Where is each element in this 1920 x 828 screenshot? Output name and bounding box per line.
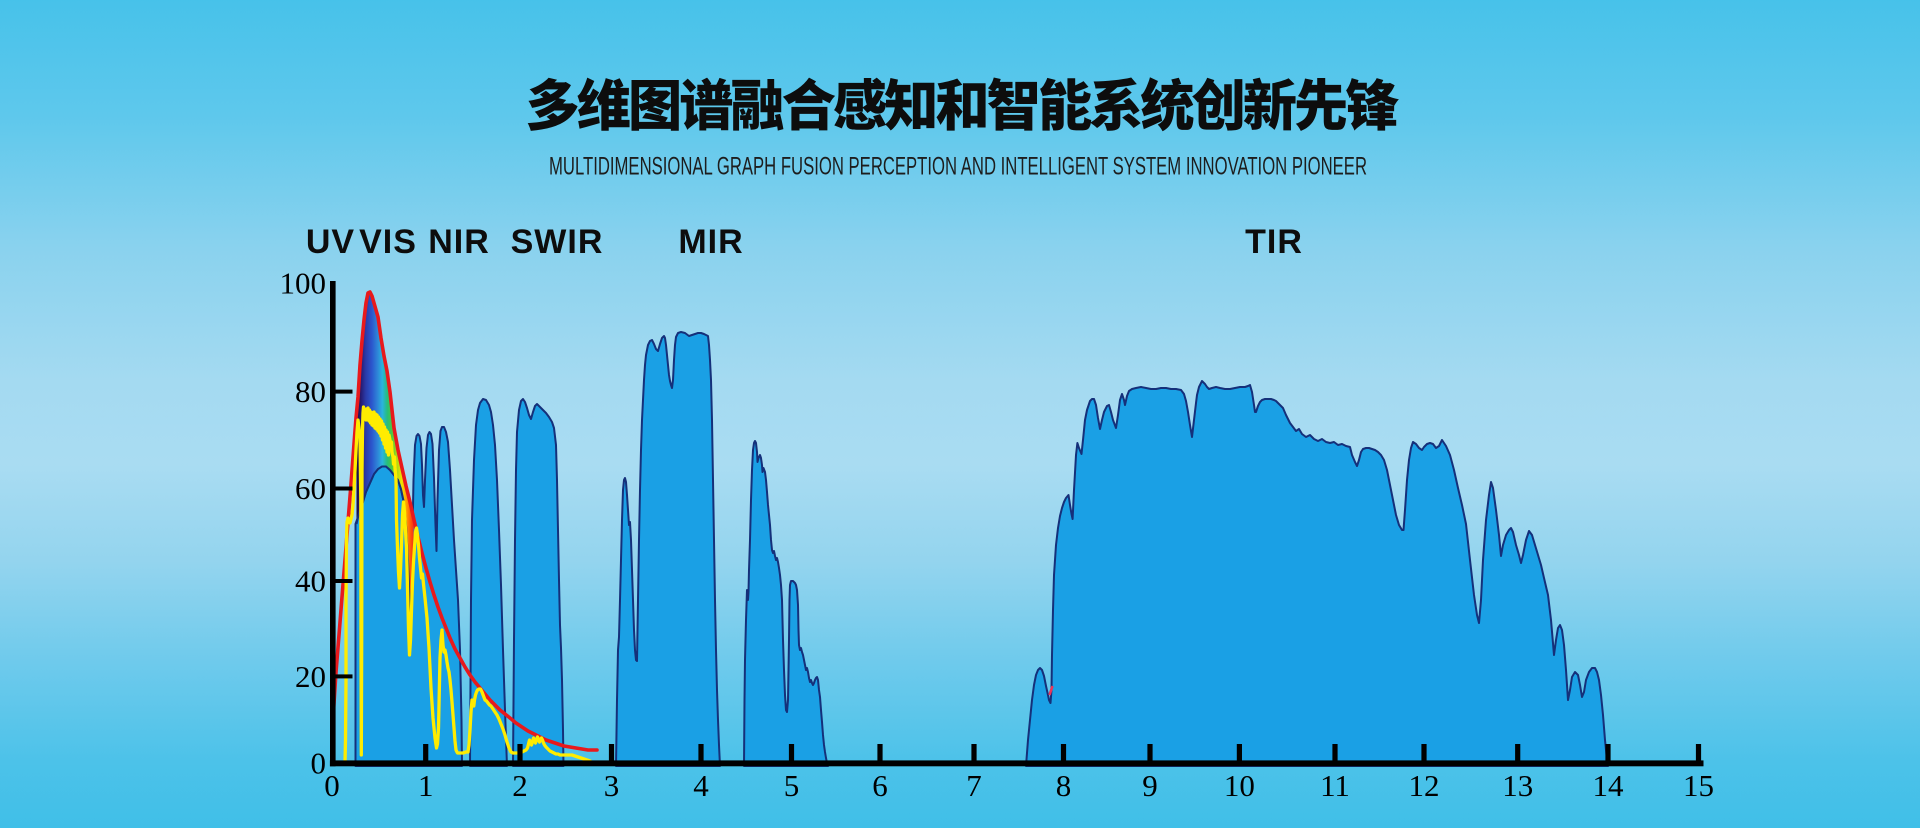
svg-text:12: 12 [1409, 768, 1440, 803]
svg-text:MULTIDIMENSIONAL GRAPH FUSION: MULTIDIMENSIONAL GRAPH FUSION PERCEPTION… [549, 153, 1367, 181]
svg-text:3: 3 [604, 768, 620, 803]
svg-text:100: 100 [280, 266, 327, 301]
svg-text:VIS: VIS [359, 223, 417, 261]
svg-text:2: 2 [512, 768, 528, 803]
svg-text:SWIR: SWIR [511, 223, 604, 261]
svg-text:15: 15 [1683, 768, 1714, 803]
svg-text:40: 40 [295, 564, 326, 599]
svg-text:9: 9 [1142, 768, 1158, 803]
svg-text:TIR: TIR [1245, 223, 1303, 261]
svg-text:0: 0 [324, 768, 340, 803]
svg-text:7: 7 [966, 768, 982, 803]
svg-text:NIR: NIR [428, 223, 490, 261]
svg-text:1: 1 [418, 768, 434, 803]
svg-text:11: 11 [1320, 768, 1350, 803]
svg-text:14: 14 [1593, 768, 1625, 803]
svg-text:80: 80 [295, 374, 326, 409]
svg-text:UV: UV [306, 223, 355, 261]
svg-text:4: 4 [693, 768, 709, 803]
svg-text:5: 5 [784, 768, 800, 803]
svg-text:8: 8 [1056, 768, 1072, 803]
svg-text:60: 60 [295, 471, 326, 506]
svg-text:6: 6 [872, 768, 888, 803]
svg-text:MIR: MIR [678, 223, 743, 261]
svg-text:13: 13 [1502, 768, 1533, 803]
svg-text:0: 0 [311, 746, 327, 781]
svg-text:10: 10 [1224, 768, 1255, 803]
svg-text:20: 20 [295, 659, 326, 694]
